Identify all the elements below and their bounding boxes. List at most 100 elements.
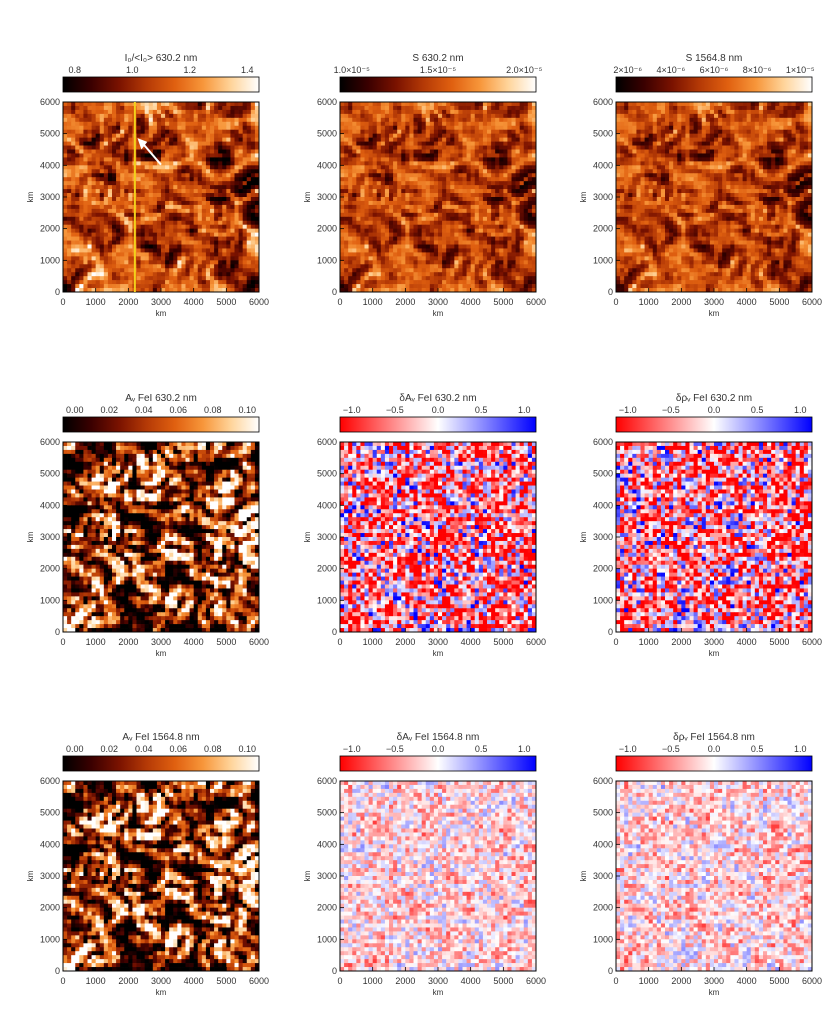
y-axis-label: km bbox=[579, 870, 588, 881]
heatmap-cells bbox=[63, 442, 259, 632]
x-axis-label: km bbox=[156, 988, 167, 997]
colorbar-tick-label: 1.5×10⁻⁵ bbox=[420, 65, 457, 75]
y-tick-label: 5000 bbox=[40, 808, 60, 818]
x-tick-label: 2000 bbox=[671, 297, 691, 307]
y-tick-label: 6000 bbox=[317, 97, 337, 107]
y-tick-label: 2000 bbox=[593, 903, 613, 913]
panel-1: I₀/<I₀> 630.2 nm0.8 1.0 1.2 1.40 1000 2000 300… bbox=[26, 53, 269, 318]
y-axis-label: km bbox=[303, 531, 312, 542]
y-tick-label: 2000 bbox=[40, 224, 60, 234]
x-tick-label: 3000 bbox=[428, 976, 448, 986]
heatmap-cells bbox=[616, 781, 812, 971]
y-tick-label: 6000 bbox=[317, 776, 337, 786]
colorbar-tick-label: 0.10 bbox=[238, 405, 256, 415]
y-tick-label: 2000 bbox=[317, 224, 337, 234]
x-tick-label: 2000 bbox=[395, 637, 415, 647]
colorbar-tick-label: 8×10⁻⁶ bbox=[743, 65, 772, 75]
colorbar-tick-label: −1.0 bbox=[619, 405, 637, 415]
x-tick-label: 5000 bbox=[769, 637, 789, 647]
y-axis-label: km bbox=[579, 531, 588, 542]
y-tick-label: 3000 bbox=[40, 532, 60, 542]
y-tick-label: 5000 bbox=[593, 808, 613, 818]
colorbar-tick-label: 0.06 bbox=[169, 744, 187, 754]
x-tick-label: 5000 bbox=[493, 976, 513, 986]
y-tick-label: 3000 bbox=[317, 532, 337, 542]
y-tick-label: 2000 bbox=[317, 564, 337, 574]
x-tick-label: 4000 bbox=[184, 976, 204, 986]
colorbar-tick-label: 0.00 bbox=[66, 744, 84, 754]
panel-8: δAᵥ FeI 1564.8 nm−1.0 −0.5 0.0 0.5 1.00 1000 2… bbox=[303, 732, 546, 997]
colorbar-tick-label: 1.0 bbox=[794, 405, 807, 415]
x-tick-label: 0 bbox=[613, 637, 618, 647]
y-tick-label: 1000 bbox=[40, 934, 60, 944]
y-tick-label: 0 bbox=[332, 966, 337, 976]
panel-5: δAᵥ FeI 630.2 nm−1.0 −0.5 0.0 0.5 1.00 1000 20… bbox=[303, 393, 546, 658]
y-tick-label: 2000 bbox=[593, 224, 613, 234]
x-tick-label: 4000 bbox=[737, 976, 757, 986]
x-tick-label: 2000 bbox=[118, 637, 138, 647]
x-tick-label: 2000 bbox=[671, 637, 691, 647]
x-tick-label: 2000 bbox=[395, 976, 415, 986]
colorbar-tick-label: 2×10⁻⁶ bbox=[613, 65, 642, 75]
y-tick-label: 6000 bbox=[593, 776, 613, 786]
colorbar-tick-label: 2.0×10⁻⁵ bbox=[506, 65, 543, 75]
heatmap-cells bbox=[616, 442, 812, 632]
colorbar-tick-label: −1.0 bbox=[343, 744, 361, 754]
x-tick-label: 1000 bbox=[639, 976, 659, 986]
x-tick-label: 2000 bbox=[395, 297, 415, 307]
x-tick-label: 6000 bbox=[249, 976, 269, 986]
x-tick-label: 5000 bbox=[493, 297, 513, 307]
y-tick-label: 6000 bbox=[593, 97, 613, 107]
x-tick-label: 3000 bbox=[704, 976, 724, 986]
y-tick-label: 6000 bbox=[40, 97, 60, 107]
panel-4: Aᵥ FeI 630.2 nm0.00 0.02 0.04 0.06 0.08 0.100… bbox=[26, 393, 269, 658]
x-tick-label: 3000 bbox=[151, 637, 171, 647]
x-tick-label: 5000 bbox=[216, 297, 236, 307]
colorbar-tick-label: −0.5 bbox=[662, 405, 680, 415]
y-axis-label: km bbox=[303, 191, 312, 202]
x-tick-label: 1000 bbox=[86, 637, 106, 647]
y-tick-label: 4000 bbox=[40, 500, 60, 510]
y-tick-label: 1000 bbox=[593, 255, 613, 265]
x-tick-label: 2000 bbox=[671, 976, 691, 986]
x-tick-label: 5000 bbox=[769, 297, 789, 307]
y-tick-label: 3000 bbox=[40, 192, 60, 202]
y-tick-label: 6000 bbox=[40, 437, 60, 447]
y-tick-label: 1000 bbox=[593, 934, 613, 944]
y-tick-label: 5000 bbox=[593, 129, 613, 139]
x-axis-label: km bbox=[709, 309, 720, 318]
x-tick-label: 6000 bbox=[249, 297, 269, 307]
y-axis-label: km bbox=[26, 191, 35, 202]
heatmap-cells bbox=[340, 781, 536, 971]
panel-title: S 1564.8 nm bbox=[686, 53, 743, 64]
x-tick-label: 1000 bbox=[86, 297, 106, 307]
colorbar-tick-label: 0.5 bbox=[751, 744, 764, 754]
panel-3: S 1564.8 nm2×10⁻⁶ 4×10⁻⁶ 6×10⁻⁶ 8×10⁻⁶ 1×10⁻… bbox=[579, 53, 822, 318]
colorbar-tick-label: 1×10⁻⁵ bbox=[786, 65, 815, 75]
x-axis-label: km bbox=[709, 988, 720, 997]
colorbar-tick-label: 1.2 bbox=[183, 65, 196, 75]
y-tick-label: 3000 bbox=[593, 192, 613, 202]
x-tick-label: 6000 bbox=[249, 637, 269, 647]
colorbar-tick-label: 1.0 bbox=[518, 405, 531, 415]
colorbar-tick-label: −1.0 bbox=[343, 405, 361, 415]
y-axis-label: km bbox=[579, 191, 588, 202]
panel-title: Aᵥ FeI 630.2 nm bbox=[125, 393, 197, 404]
y-tick-label: 4000 bbox=[593, 160, 613, 170]
y-tick-label: 4000 bbox=[317, 160, 337, 170]
heatmap-cells bbox=[63, 102, 259, 292]
x-tick-label: 5000 bbox=[493, 637, 513, 647]
x-tick-label: 1000 bbox=[363, 976, 383, 986]
x-tick-label: 4000 bbox=[184, 637, 204, 647]
y-tick-label: 0 bbox=[608, 287, 613, 297]
y-axis-label: km bbox=[26, 531, 35, 542]
y-tick-label: 3000 bbox=[40, 871, 60, 881]
y-tick-label: 1000 bbox=[317, 255, 337, 265]
x-tick-label: 1000 bbox=[86, 976, 106, 986]
panel-2: S 630.2 nm1.0×10⁻⁵ 1.5×10⁻⁵ 2.0×10⁻⁵0 1000 2… bbox=[303, 53, 546, 318]
colorbar bbox=[63, 77, 259, 92]
x-tick-label: 2000 bbox=[118, 297, 138, 307]
x-axis-label: km bbox=[433, 988, 444, 997]
colorbar-tick-label: 0.00 bbox=[66, 405, 84, 415]
